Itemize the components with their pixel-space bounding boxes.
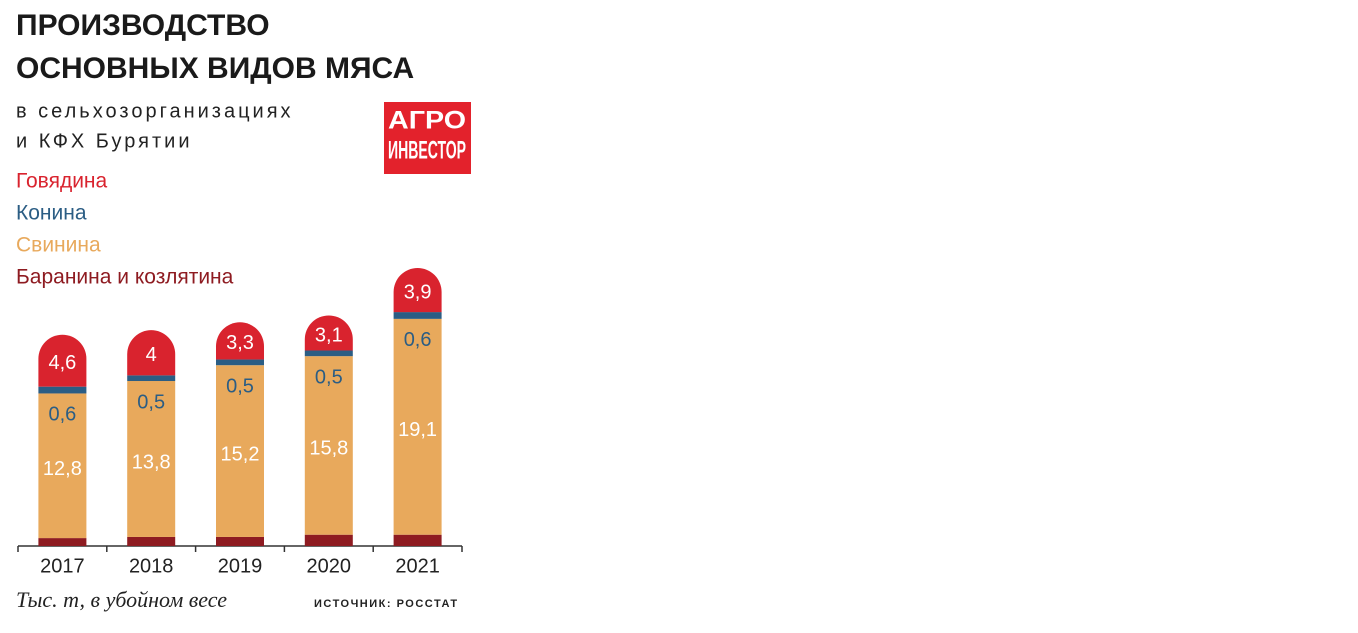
- bar-segment: [304, 315, 353, 351]
- bar-segment: [38, 538, 87, 546]
- bar-segment: [38, 386, 87, 394]
- value-label: 3,9: [404, 281, 432, 303]
- unit-note: Тыс. т, в убойном весе: [16, 587, 227, 612]
- value-label: 15,8: [309, 438, 348, 460]
- bar-segment: [38, 334, 87, 387]
- bar-segment: [304, 534, 353, 546]
- value-label: 13,8: [132, 451, 171, 473]
- bar-segment: [216, 322, 264, 360]
- legend-label: Конина: [16, 202, 87, 225]
- value-label: 12,8: [43, 458, 82, 480]
- bar-segment: [127, 375, 176, 382]
- bar-segment: [393, 268, 442, 313]
- bar-segment: [393, 312, 442, 319]
- logo-text: ИНВЕСТОР: [388, 137, 466, 165]
- legend-label: Баранина и козлятина: [16, 266, 234, 289]
- chart-title: ОСНОВНЫХ ВИДОВ МЯСА: [16, 52, 414, 85]
- bar-segment: [393, 318, 442, 535]
- subtitle: и КФХ Бурятии: [16, 130, 193, 152]
- bar-segment: [393, 534, 442, 546]
- value-label: 0,6: [48, 404, 76, 426]
- bar-segment: [127, 381, 176, 537]
- x-tick-label: 2019: [218, 555, 263, 577]
- subtitle: в сельхозорганизациях: [16, 100, 294, 122]
- value-label: 0,5: [315, 366, 343, 388]
- value-label: 0,5: [137, 391, 165, 413]
- value-label: 3,1: [315, 324, 343, 346]
- value-label: 4,6: [48, 352, 76, 374]
- legend-label: Свинина: [16, 234, 101, 257]
- bar-segment: [304, 350, 353, 357]
- bar-segment: [216, 365, 264, 537]
- x-tick-label: 2020: [307, 555, 352, 577]
- source: ИСТОЧНИК: РОССТАТ: [314, 598, 459, 610]
- x-tick-label: 2017: [40, 555, 85, 577]
- bar-segment: [38, 393, 87, 539]
- x-tick-label: 2021: [395, 555, 440, 577]
- value-label: 15,2: [221, 443, 260, 465]
- bar-segment: [216, 536, 264, 546]
- value-label: 4: [146, 344, 157, 366]
- bar-segment: [127, 536, 176, 546]
- logo-text: АГРО: [388, 107, 466, 135]
- value-label: 19,1: [398, 419, 437, 441]
- value-label: 3,3: [226, 332, 254, 354]
- legend-label: Говядина: [16, 170, 108, 193]
- x-tick-label: 2018: [129, 555, 174, 577]
- chart-title: ПРОИЗВОДСТВО: [16, 9, 270, 42]
- bar-segment: [304, 356, 353, 535]
- bar-segment: [216, 359, 264, 366]
- logo-box: [384, 102, 471, 174]
- value-label: 0,5: [226, 375, 254, 397]
- bar-segment: [127, 330, 176, 376]
- value-label: 0,6: [404, 329, 432, 351]
